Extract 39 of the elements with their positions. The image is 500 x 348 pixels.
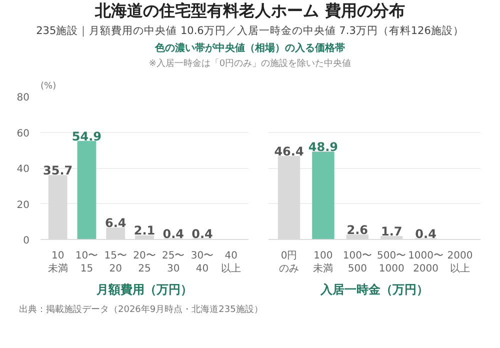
y-tick-label: 40 bbox=[16, 164, 30, 175]
data-label: 0.4 bbox=[415, 226, 436, 241]
chart-subtitle: 235施設｜月額費用の中央値 10.6万円／入居一時金の中央値 7.3万円（有料126施設） bbox=[36, 24, 464, 39]
data-label: 54.9 bbox=[72, 129, 102, 144]
x-tick-label: 100〜 500 bbox=[342, 250, 372, 275]
x-tick-label: 20〜 25 bbox=[133, 250, 156, 275]
data-label: 48.9 bbox=[308, 140, 338, 154]
y-tick-label: 60 bbox=[16, 128, 30, 140]
x-tick-label: 100 未満 bbox=[313, 250, 334, 275]
chart-title: 北海道の住宅型有料老人ホーム 費用の分布 bbox=[95, 0, 405, 22]
x-tick-label: 30〜 40 bbox=[190, 250, 214, 275]
x-tick-label: 25〜 30 bbox=[162, 250, 185, 275]
x-axis-title: 月額費用（万円） bbox=[96, 282, 192, 297]
y-tick-label: 80 bbox=[16, 92, 30, 104]
x-tick-label: 0円のみ bbox=[279, 250, 300, 275]
x-tick-label: 1000〜 2000 bbox=[408, 250, 444, 275]
data-label: 0.4 bbox=[162, 226, 184, 241]
source-note: 出典：掲載施設データ（2026年9月時点・北海道235施設） bbox=[19, 304, 263, 317]
data-label: 1.7 bbox=[380, 224, 402, 238]
y-tick-label: 0 bbox=[23, 236, 30, 246]
x-tick-label: 10〜 15 bbox=[75, 250, 98, 275]
data-label: 46.4 bbox=[274, 144, 304, 159]
bar bbox=[312, 152, 334, 240]
text: ※入居一時金は「0円のみ」の施設を除いた中央値 bbox=[148, 58, 352, 71]
y-axis-title: (%) bbox=[40, 82, 56, 92]
data-label: 6.4 bbox=[104, 216, 126, 230]
text: 色の濃い帯が中央値（相場）の入る価格帯 bbox=[155, 42, 345, 56]
bar bbox=[77, 140, 96, 240]
x-tick-label: 10 未満 bbox=[48, 250, 68, 275]
data-label: 2.6 bbox=[346, 222, 368, 237]
data-label: 2.1 bbox=[134, 224, 156, 238]
y-tick-label: 20 bbox=[16, 200, 30, 211]
x-axis-title: 入居一時金（万円） bbox=[320, 282, 428, 297]
x-tick-label: 500〜 1000 bbox=[377, 250, 406, 275]
data-label: 35.7 bbox=[43, 164, 73, 178]
x-tick-label: 15〜 20 bbox=[104, 250, 127, 275]
x-tick-label: 2000 以上 bbox=[447, 250, 473, 275]
data-label: 0.4 bbox=[192, 226, 213, 241]
x-tick-label: 40 以上 bbox=[221, 250, 242, 275]
